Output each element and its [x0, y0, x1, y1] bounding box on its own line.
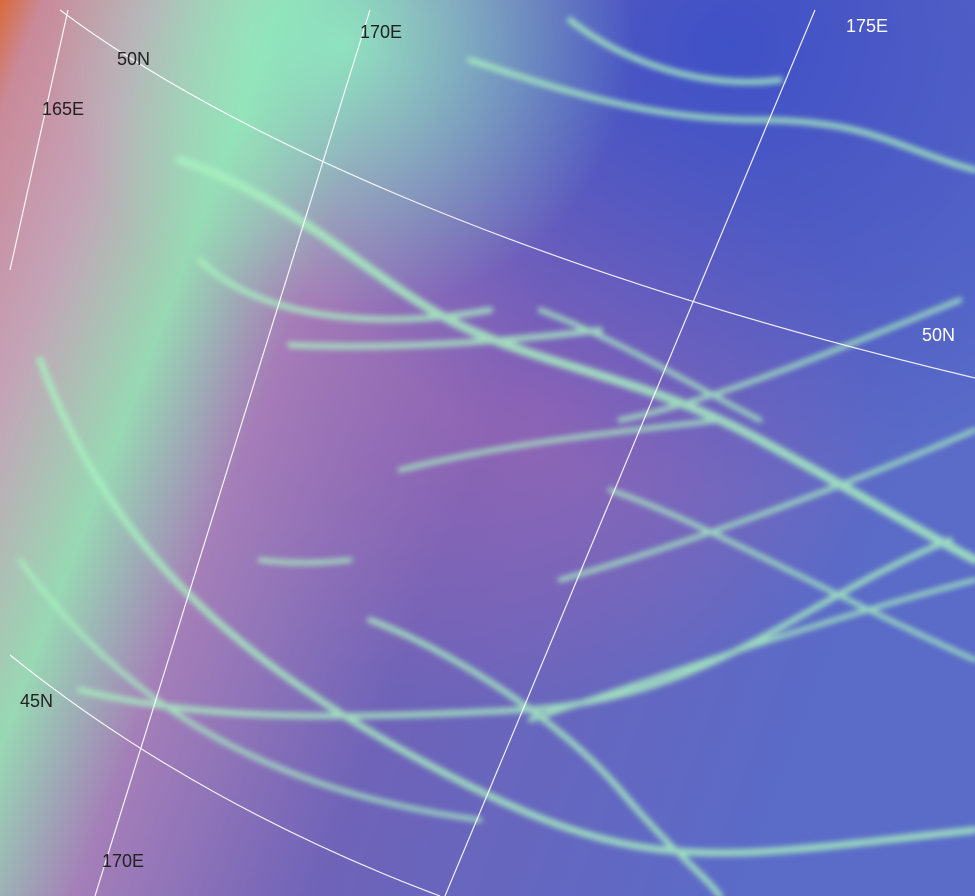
- contrail: [197, 257, 493, 323]
- contrail: [467, 57, 975, 173]
- contrail: [527, 577, 975, 723]
- grid-label: 170E: [102, 851, 144, 871]
- contrail: [287, 327, 603, 350]
- grid-label: 175E: [846, 16, 888, 36]
- contrails: [17, 17, 975, 896]
- grid-label: 50N: [117, 49, 150, 69]
- parallel: [9, 654, 441, 896]
- grid-label: 50N: [922, 325, 955, 345]
- grid-labels: 170E 175E 50N 165E 50N 45N 170E: [20, 16, 955, 871]
- contrail: [397, 417, 723, 473]
- meridian: [9, 9, 69, 271]
- contrail: [607, 487, 975, 663]
- grid-label: 165E: [42, 99, 84, 119]
- contrail: [36, 356, 975, 857]
- grid-label: 45N: [20, 691, 53, 711]
- contrail: [567, 17, 783, 85]
- parallel: [59, 9, 975, 379]
- contrail: [257, 557, 353, 566]
- contrail: [537, 307, 763, 423]
- contrail: [367, 617, 723, 896]
- contrail: [557, 427, 975, 583]
- contrail: [77, 537, 953, 719]
- grid-label: 170E: [360, 22, 402, 42]
- contrail: [175, 155, 975, 565]
- meridian: [444, 9, 816, 896]
- contrail: [17, 557, 483, 823]
- contrail: [617, 297, 963, 423]
- graticule: [9, 9, 975, 896]
